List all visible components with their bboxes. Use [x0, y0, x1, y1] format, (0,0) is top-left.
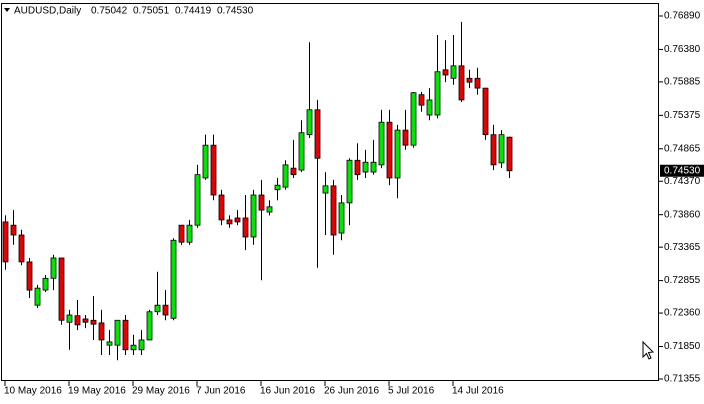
candle-body: [58, 257, 65, 321]
candle-body: [354, 159, 361, 176]
candle-body: [434, 71, 441, 116]
candle-body: [106, 341, 113, 346]
plot-frame: [1, 3, 659, 381]
mouse-cursor: [642, 340, 655, 360]
candle-body: [482, 87, 489, 136]
candle-body: [66, 314, 73, 323]
candle-body: [250, 194, 257, 238]
candle-body: [370, 161, 377, 173]
candle-body: [186, 224, 193, 243]
ohlc-label: 0.75051: [133, 6, 170, 17]
x-tick-label: 14 Jul 2016: [452, 386, 504, 397]
candle-body: [18, 234, 25, 263]
candle-body: [490, 134, 497, 166]
candle-body: [210, 144, 217, 196]
y-tick-label: 0.72360: [664, 308, 701, 319]
x-tick-label: 7 Jun 2016: [196, 386, 246, 397]
y-tick-label: 0.74865: [664, 143, 701, 154]
candle-body: [114, 319, 121, 346]
x-tick-label: 26 Jun 2016: [324, 386, 379, 397]
candle-body: [42, 277, 49, 291]
candle-body: [122, 319, 129, 351]
candle-body: [130, 344, 137, 351]
ohlc-label: 0.75042: [91, 6, 128, 17]
candle-body: [274, 184, 281, 191]
candle-body: [50, 257, 57, 279]
candle-body: [458, 65, 465, 101]
candle-body: [266, 206, 273, 213]
y-tick-label: 0.73860: [664, 209, 701, 220]
candle-body: [450, 65, 457, 79]
candle-body: [338, 202, 345, 234]
candle-body: [290, 167, 297, 176]
candle-body: [394, 129, 401, 179]
candle-body: [402, 129, 409, 146]
current-price-label: 0.74530: [664, 165, 701, 176]
candle-body: [426, 99, 433, 116]
candle-body: [418, 94, 425, 106]
candle-body: [10, 224, 17, 236]
y-tick-label: 0.73365: [664, 242, 701, 253]
candle-body: [442, 69, 449, 76]
y-tick-label: 0.76890: [664, 11, 701, 22]
candle-body: [258, 194, 265, 211]
candle-body: [178, 224, 185, 243]
candle-body: [506, 136, 513, 172]
candle-body: [34, 287, 41, 306]
candle-body: [138, 339, 145, 351]
candle-body: [306, 109, 313, 136]
candle-body: [322, 185, 329, 194]
candle-body: [98, 322, 105, 341]
current-price-box: [660, 164, 704, 177]
candle-body: [154, 304, 161, 313]
y-tick-label: 0.76380: [664, 44, 701, 55]
menu-arrow[interactable]: [4, 8, 10, 12]
y-tick-label: 0.75375: [664, 110, 701, 121]
candle-body: [202, 144, 209, 179]
candle-body: [282, 164, 289, 188]
y-tick-label: 0.74370: [664, 176, 701, 187]
candle-body: [242, 217, 249, 238]
chart-title: AUDUSD,Daily: [14, 6, 81, 17]
x-tick-label: 5 Jul 2016: [388, 386, 435, 397]
candle-body: [498, 134, 505, 164]
candle-body: [466, 77, 473, 83]
y-tick-label: 0.71850: [664, 341, 701, 352]
candle-body: [162, 304, 169, 316]
y-tick-label: 0.71355: [664, 374, 701, 385]
x-tick-label: 10 May 2016: [4, 386, 62, 397]
x-tick-label: 29 May 2016: [132, 386, 190, 397]
candle-body: [170, 239, 177, 319]
candle-body: [330, 185, 337, 236]
candle-body: [2, 221, 9, 263]
y-tick-label: 0.75885: [664, 77, 701, 88]
candle-body: [226, 219, 233, 225]
candle-body: [474, 77, 481, 89]
candle-body: [194, 174, 201, 226]
candle-body: [74, 315, 81, 326]
x-tick-label: 19 May 2016: [68, 386, 126, 397]
candle-body: [386, 121, 393, 179]
candle-body: [298, 132, 305, 171]
candle-body: [90, 319, 97, 325]
candle-body: [234, 217, 241, 223]
candle-body: [82, 318, 89, 323]
candle-body: [218, 194, 225, 221]
candle-body: [346, 159, 353, 204]
candle-body: [314, 109, 321, 159]
candle-body: [362, 161, 369, 173]
candle-body: [146, 311, 153, 341]
y-tick-label: 0.72855: [664, 275, 701, 286]
ohlc-label: 0.74419: [175, 6, 212, 17]
x-tick-label: 16 Jun 2016: [260, 386, 315, 397]
candle-body: [378, 121, 385, 166]
ohlc-label: 0.74530: [217, 6, 254, 17]
candle-body: [26, 261, 33, 291]
candle-body: [410, 92, 417, 146]
